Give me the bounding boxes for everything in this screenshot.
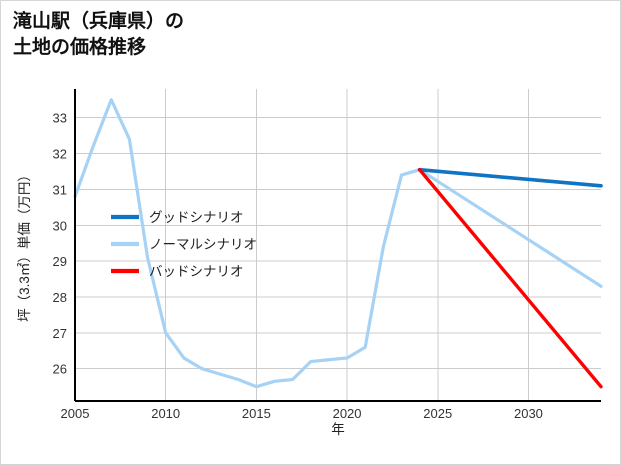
x-tick-label: 2020 [333, 406, 362, 421]
x-tick-label: 2010 [151, 406, 180, 421]
gridlines-group [74, 89, 601, 401]
series-line [73, 98, 603, 389]
page-title: 滝山駅（兵庫県）の 土地の価格推移 [13, 11, 185, 58]
axes-group [73, 89, 601, 403]
y-tick-label: 28 [53, 290, 67, 305]
x-tick-label: 2030 [514, 406, 543, 421]
x-tick-label: 2025 [423, 406, 452, 421]
legend-label: バッドシナリオ [149, 264, 244, 279]
x-tick-labels: 2005 2010 2015 2020 2025 2030 [61, 406, 543, 421]
series-line [417, 167, 603, 389]
y-axis-title: 坪（3.3㎡）単価（万円） [17, 168, 32, 322]
y-tick-label: 27 [53, 326, 67, 341]
legend-label: グッドシナリオ [149, 210, 244, 225]
x-axis-title: 年 [331, 422, 345, 437]
x-tick-label: 2015 [242, 406, 271, 421]
legend-label: ノーマルシナリオ [149, 237, 257, 252]
series-line [417, 167, 603, 188]
y-tick-labels: 26 27 28 29 30 31 32 33 [53, 111, 67, 377]
y-tick-label: 32 [53, 147, 67, 162]
x-tick-label: 2005 [61, 406, 90, 421]
y-tick-label: 26 [53, 362, 67, 377]
series-group [73, 98, 603, 389]
y-tick-label: 31 [53, 182, 67, 197]
y-tick-label: 33 [53, 111, 67, 126]
y-tick-label: 30 [53, 218, 67, 233]
y-tick-label: 29 [53, 254, 67, 269]
